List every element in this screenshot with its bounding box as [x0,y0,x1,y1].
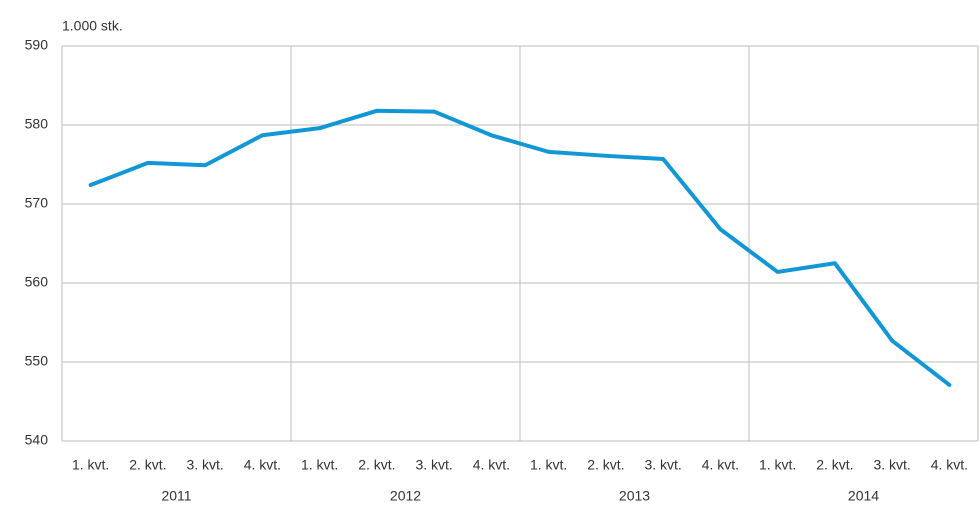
x-tick-label: 4. kvt. [702,457,739,473]
x-tick-label: 2. kvt. [358,457,395,473]
group-label: 2012 [390,488,421,504]
x-tick-label: 1. kvt. [301,457,338,473]
y-tick-label: 570 [25,195,49,211]
x-tick-label: 4. kvt. [244,457,281,473]
x-tick-label: 1. kvt. [759,457,796,473]
x-tick-label: 2. kvt. [816,457,853,473]
line-series [88,108,952,387]
group-label: 2013 [619,488,650,504]
x-tick-label: 1. kvt. [72,457,109,473]
group-label: 2011 [161,488,191,504]
y-tick-label: 550 [25,353,49,369]
x-tick-label: 3. kvt. [873,457,910,473]
x-tick-label: 1. kvt. [530,457,567,473]
y-tick-label: 540 [25,432,49,448]
x-tick-label: 3. kvt. [644,457,681,473]
x-tick-label: 3. kvt. [186,457,223,473]
x-tick-label: 3. kvt. [415,457,452,473]
x-tick-label: 4. kvt. [931,457,968,473]
y-tick-label: 590 [25,37,49,53]
x-tick-label: 2. kvt. [587,457,624,473]
group-label: 2014 [848,488,879,504]
y-tick-label: 560 [25,274,49,290]
x-tick-label: 2. kvt. [129,457,166,473]
y-tick-label: 580 [25,116,49,132]
x-tick-label: 4. kvt. [473,457,510,473]
unit-label: 1.000 stk. [62,18,123,34]
